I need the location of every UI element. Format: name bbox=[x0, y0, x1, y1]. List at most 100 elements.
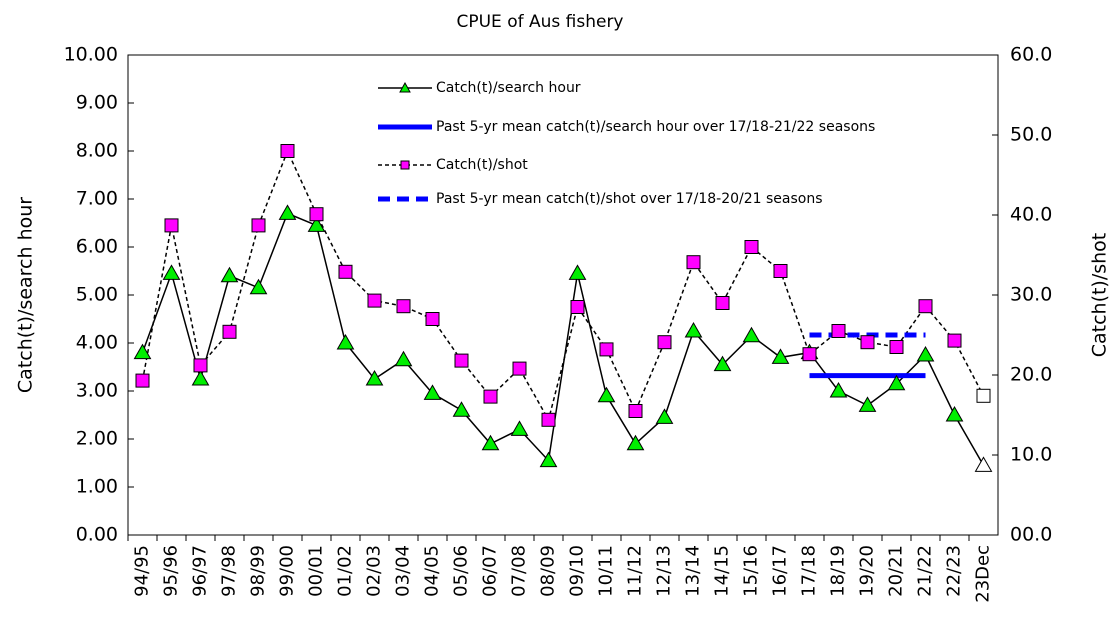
x-tick-label: 10/11 bbox=[596, 545, 617, 597]
y-tick-label: 4.00 bbox=[76, 332, 118, 354]
triangle-marker bbox=[713, 355, 732, 372]
x-tick-label: 14/15 bbox=[712, 545, 733, 597]
x-tick-label: 98/99 bbox=[248, 545, 269, 597]
x-tick-label: 02/03 bbox=[364, 545, 385, 597]
y-tick-label: 10.00 bbox=[64, 44, 118, 66]
triangle-marker bbox=[394, 350, 413, 367]
triangle-marker bbox=[278, 204, 297, 220]
x-tick-label: 97/98 bbox=[219, 545, 240, 597]
y-tick-label: 8.00 bbox=[76, 140, 118, 162]
x-tick-label: 11/12 bbox=[625, 545, 646, 597]
triangle-marker bbox=[307, 216, 326, 232]
square-marker bbox=[135, 373, 150, 388]
x-tick-label: 17/18 bbox=[799, 545, 820, 597]
triangle-marker bbox=[365, 369, 384, 386]
y-tick-label: 7.00 bbox=[76, 188, 118, 210]
square-marker bbox=[744, 240, 759, 254]
x-tick-label: 22/23 bbox=[944, 545, 965, 597]
triangle-marker bbox=[887, 374, 906, 391]
x-tick-label: 08/09 bbox=[538, 545, 559, 597]
square-marker bbox=[280, 144, 295, 158]
square-marker bbox=[715, 296, 730, 310]
square-marker bbox=[802, 347, 817, 362]
triangle-marker bbox=[220, 266, 239, 283]
square-marker bbox=[164, 218, 179, 233]
triangle-marker bbox=[481, 434, 500, 451]
square-marker bbox=[976, 388, 991, 403]
square-marker bbox=[541, 412, 556, 427]
triangle-marker bbox=[249, 278, 268, 295]
y2-tick-label: 50.0 bbox=[1010, 124, 1052, 146]
y-tick-label: 5.00 bbox=[76, 284, 118, 306]
y-tick-label: 2.00 bbox=[76, 428, 118, 450]
square-marker bbox=[367, 293, 382, 308]
y-tick-label: 6.00 bbox=[76, 236, 118, 258]
square-marker bbox=[222, 324, 237, 339]
x-tick-label: 94/95 bbox=[132, 545, 153, 597]
triangle-marker bbox=[133, 343, 152, 360]
square-marker bbox=[628, 404, 643, 418]
square-marker bbox=[251, 218, 266, 233]
x-tick-label: 09/10 bbox=[567, 545, 588, 597]
triangle-marker bbox=[626, 434, 645, 451]
y-tick-label: 0.00 bbox=[76, 524, 118, 546]
x-tick-label: 04/05 bbox=[422, 545, 443, 597]
triangle-marker bbox=[916, 345, 935, 362]
legend-label: Catch(t)/search hour bbox=[436, 80, 581, 96]
square-marker bbox=[657, 335, 672, 350]
x-tick-label: 15/16 bbox=[741, 545, 762, 597]
x-tick-label: 20/21 bbox=[886, 545, 907, 597]
y2-tick-label: 20.0 bbox=[1010, 364, 1052, 386]
legend-label: Past 5-yr mean catch(t)/shot over 17/18-… bbox=[436, 191, 823, 207]
triangle-marker bbox=[974, 456, 993, 472]
y-tick-label: 1.00 bbox=[76, 476, 118, 498]
y-axis-title: Catch(t)/search hour bbox=[15, 197, 37, 393]
triangle-marker bbox=[452, 401, 471, 417]
square-marker bbox=[193, 358, 208, 373]
triangle-marker bbox=[539, 451, 558, 468]
x-tick-label: 03/04 bbox=[393, 545, 414, 597]
square-marker bbox=[454, 353, 469, 368]
x-tick-label: 12/13 bbox=[654, 545, 675, 597]
legend-label: Catch(t)/shot bbox=[436, 157, 528, 173]
y2-tick-label: 30.0 bbox=[1010, 284, 1052, 306]
x-tick-label: 13/14 bbox=[683, 545, 704, 597]
square-marker bbox=[338, 264, 353, 279]
triangle-marker bbox=[742, 326, 761, 343]
square-marker bbox=[396, 299, 411, 314]
square-marker bbox=[889, 340, 904, 354]
chart-title: CPUE of Aus fishery bbox=[456, 12, 623, 32]
triangle-marker bbox=[162, 264, 181, 280]
square-marker bbox=[831, 324, 846, 338]
x-tick-label: 00/01 bbox=[306, 545, 327, 597]
series-line bbox=[141, 212, 985, 466]
square-marker bbox=[686, 255, 701, 270]
triangle-marker bbox=[510, 420, 529, 436]
triangle-marker bbox=[829, 381, 848, 398]
triangle-marker bbox=[655, 408, 674, 424]
y2-tick-label: 10.0 bbox=[1010, 444, 1052, 466]
y2-tick-label: 00.0 bbox=[1010, 524, 1052, 546]
square-marker bbox=[860, 335, 875, 350]
x-tick-label: 21/22 bbox=[915, 545, 936, 597]
square-marker bbox=[947, 333, 962, 348]
y-tick-label: 9.00 bbox=[76, 92, 118, 114]
y-tick-label: 3.00 bbox=[76, 380, 118, 402]
legend-label: Past 5-yr mean catch(t)/search hour over… bbox=[436, 119, 875, 135]
square-marker bbox=[512, 361, 527, 376]
y2-tick-label: 40.0 bbox=[1010, 204, 1052, 226]
triangle-marker bbox=[945, 405, 964, 422]
triangle-marker bbox=[771, 348, 790, 364]
square-marker bbox=[773, 264, 788, 278]
square-marker bbox=[483, 389, 498, 404]
x-tick-label: 19/20 bbox=[857, 545, 878, 597]
y2-tick-label: 60.0 bbox=[1010, 44, 1052, 66]
legend-marker bbox=[400, 160, 410, 170]
square-marker bbox=[309, 207, 324, 222]
x-tick-label: 99/00 bbox=[277, 545, 298, 597]
series-line bbox=[141, 149, 985, 422]
x-tick-label: 95/96 bbox=[161, 545, 182, 597]
triangle-marker bbox=[684, 321, 703, 338]
x-tick-label: 16/17 bbox=[770, 545, 791, 597]
